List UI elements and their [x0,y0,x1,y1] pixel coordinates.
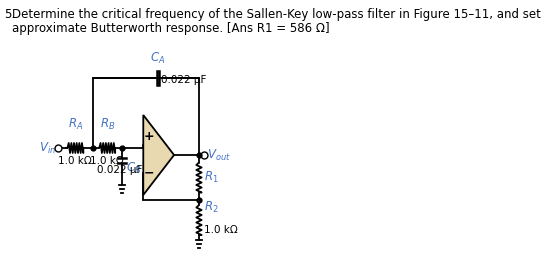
Text: −: − [143,167,154,180]
Text: $C_B$: $C_B$ [126,161,142,176]
Polygon shape [143,115,174,195]
Text: +: + [143,130,154,144]
Text: 1.0 kΩ: 1.0 kΩ [58,156,92,166]
Text: 1.0 kΩ: 1.0 kΩ [204,225,238,235]
Text: 1.0 kΩ: 1.0 kΩ [90,156,124,166]
Text: $R_1$: $R_1$ [204,170,219,185]
Text: $C_A$: $C_A$ [150,51,166,66]
Text: Determine the critical frequency of the Sallen-Key low-pass filter in Figure 15–: Determine the critical frequency of the … [11,8,545,21]
Text: $V_{out}$: $V_{out}$ [208,147,231,163]
Text: approximate Butterworth response. [Ans R1 = 586 Ω]: approximate Butterworth response. [Ans R… [11,22,329,35]
Text: 5.: 5. [4,8,15,21]
Text: $V_{in}$: $V_{in}$ [39,140,56,156]
Text: 0.022 μF: 0.022 μF [97,165,143,175]
Text: $R_A$: $R_A$ [68,117,83,132]
Text: 0.022 μF: 0.022 μF [161,75,207,85]
Text: $R_B$: $R_B$ [100,117,115,132]
Text: $R_2$: $R_2$ [204,200,219,215]
